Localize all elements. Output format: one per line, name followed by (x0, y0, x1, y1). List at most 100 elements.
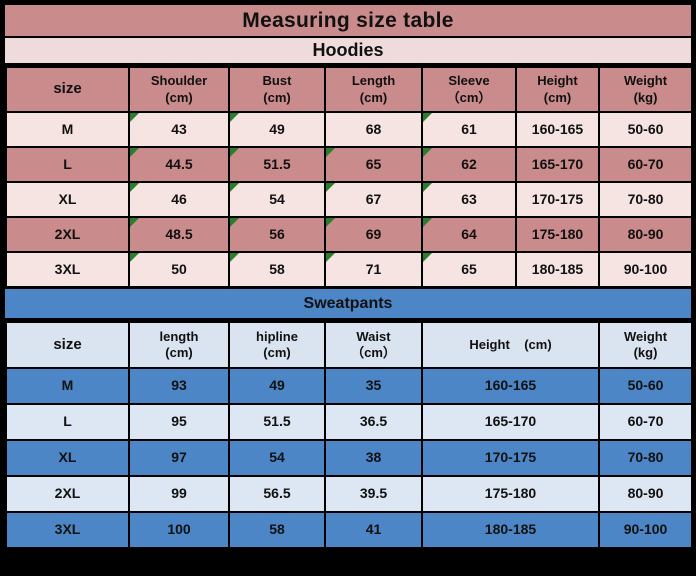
header-row: size Shoulder (cm) Bust (cm) Length (cm) Sleev… (5, 66, 693, 113)
value-cell: 180-185 (421, 511, 600, 549)
value-cell: 64 (421, 216, 517, 253)
value-cell: 100 (128, 511, 230, 549)
value-cell: 90-100 (598, 251, 693, 288)
value-cell: 68 (324, 111, 423, 148)
value-cell: 54 (228, 439, 326, 477)
size-cell: XL (5, 181, 130, 218)
value-cell: 63 (421, 181, 517, 218)
value-cell: 44.5 (128, 146, 230, 183)
column-header: hipline (cm) (228, 321, 326, 369)
column-header: Sleeve （cm） (421, 66, 517, 113)
value-cell: 38 (324, 439, 423, 477)
page-title: Measuring size table (5, 5, 691, 38)
column-header-line: (cm) (263, 89, 291, 105)
value-cell: 43 (128, 111, 230, 148)
table-row: M 93 49 35 160-165 50-60 (5, 367, 693, 405)
table-row: 2XL 48.5 56 69 64 175-180 80-90 (5, 216, 693, 253)
value-cell: 90-100 (598, 511, 693, 549)
value-cell: 62 (421, 146, 517, 183)
column-header-line: (kg) (633, 345, 658, 360)
corner-mark-icon (423, 183, 432, 192)
value-cell: 58 (228, 251, 326, 288)
page-title-text: Measuring size table (242, 8, 454, 32)
column-header: Weight (kg) (598, 321, 693, 369)
column-header: Bust (cm) (228, 66, 326, 113)
value-cell: 36.5 (324, 403, 423, 441)
column-header-line: (kg) (633, 89, 658, 105)
value-cell: 56.5 (228, 475, 326, 513)
value-cell: 60-70 (598, 403, 693, 441)
size-column-header: size (5, 66, 130, 113)
value-cell: 67 (324, 181, 423, 218)
corner-mark-icon (423, 218, 432, 227)
column-header-line: （cm） (351, 345, 396, 360)
hoodies-label-text: Hoodies (312, 40, 384, 60)
value-cell: 80-90 (598, 475, 693, 513)
corner-mark-icon (326, 253, 335, 262)
table-row: 2XL 99 56.5 39.5 175-180 80-90 (5, 475, 693, 513)
value-cell: 46 (128, 181, 230, 218)
column-header-line: Height (cm) (469, 336, 552, 352)
size-cell: L (5, 403, 130, 441)
corner-mark-icon (326, 218, 335, 227)
table-row: M 43 49 68 61 160-165 50-60 (5, 111, 693, 148)
sweatpants-label-text: Sweatpants (303, 294, 393, 312)
column-header-line: hipline (256, 328, 298, 344)
size-cell: 2XL (5, 475, 130, 513)
column-header-line: Sleeve (448, 73, 490, 89)
value-cell: 70-80 (598, 181, 693, 218)
value-cell: 180-185 (515, 251, 600, 288)
size-cell: 2XL (5, 216, 130, 253)
header-row: size length (cm) hipline (cm) Waist （cm） Heigh… (5, 321, 693, 369)
value-cell: 170-175 (515, 181, 600, 218)
table-row: XL 46 54 67 63 170-175 70-80 (5, 181, 693, 218)
column-header-line: (cm) (543, 89, 572, 105)
value-cell: 61 (421, 111, 517, 148)
value-cell: 95 (128, 403, 230, 441)
column-header-line: Weight (623, 328, 668, 344)
column-header-line: Bust (262, 73, 292, 89)
value-cell: 35 (324, 367, 423, 405)
hoodies-table: size Shoulder (cm) Bust (cm) Length (cm) Sleev… (5, 66, 693, 288)
corner-mark-icon (230, 218, 239, 227)
column-header: Weight (kg) (598, 66, 693, 113)
value-cell: 170-175 (421, 439, 600, 477)
column-header: Height (cm) (421, 321, 600, 369)
value-cell: 54 (228, 181, 326, 218)
value-cell: 41 (324, 511, 423, 549)
column-header-line: (cm) (165, 89, 193, 105)
value-cell: 58 (228, 511, 326, 549)
corner-mark-icon (130, 218, 139, 227)
size-cell: M (5, 367, 130, 405)
sweatpants-table: size length (cm) hipline (cm) Waist （cm） Heigh… (5, 321, 693, 549)
value-cell: 39.5 (324, 475, 423, 513)
column-header-line: (cm) (359, 89, 388, 105)
corner-mark-icon (423, 113, 432, 122)
sweatpants-table-body: M 93 49 35 160-165 50-60 L 95 51.5 36.5 165-170 60-… (5, 367, 693, 549)
column-header-line: Waist (356, 328, 391, 344)
section-label-sweatpants: Sweatpants (5, 288, 691, 321)
column-header: length (cm) (128, 321, 230, 369)
column-header-line: Weight (623, 73, 668, 89)
sweatpants-table-header: size length (cm) hipline (cm) Waist （cm） Heigh… (5, 321, 693, 369)
column-header-line: Length (351, 73, 396, 89)
value-cell: 49 (228, 111, 326, 148)
size-cell: M (5, 111, 130, 148)
value-cell: 50 (128, 251, 230, 288)
value-cell: 50-60 (598, 367, 693, 405)
value-cell: 99 (128, 475, 230, 513)
column-header: Waist （cm） (324, 321, 423, 369)
hoodies-table-body: M 43 49 68 61 160-165 50-60 L 44.5 51.5 65 62 165-17… (5, 111, 693, 288)
value-cell: 175-180 (421, 475, 600, 513)
value-cell: 165-170 (421, 403, 600, 441)
size-cell: L (5, 146, 130, 183)
value-cell: 50-60 (598, 111, 693, 148)
value-cell: 160-165 (421, 367, 600, 405)
table-row: 3XL 100 58 41 180-185 90-100 (5, 511, 693, 549)
table-row: 3XL 50 58 71 65 180-185 90-100 (5, 251, 693, 288)
column-header-line: (cm) (165, 345, 193, 360)
value-cell: 80-90 (598, 216, 693, 253)
column-header-line: length (159, 328, 199, 344)
table-row: XL 97 54 38 170-175 70-80 (5, 439, 693, 477)
value-cell: 70-80 (598, 439, 693, 477)
